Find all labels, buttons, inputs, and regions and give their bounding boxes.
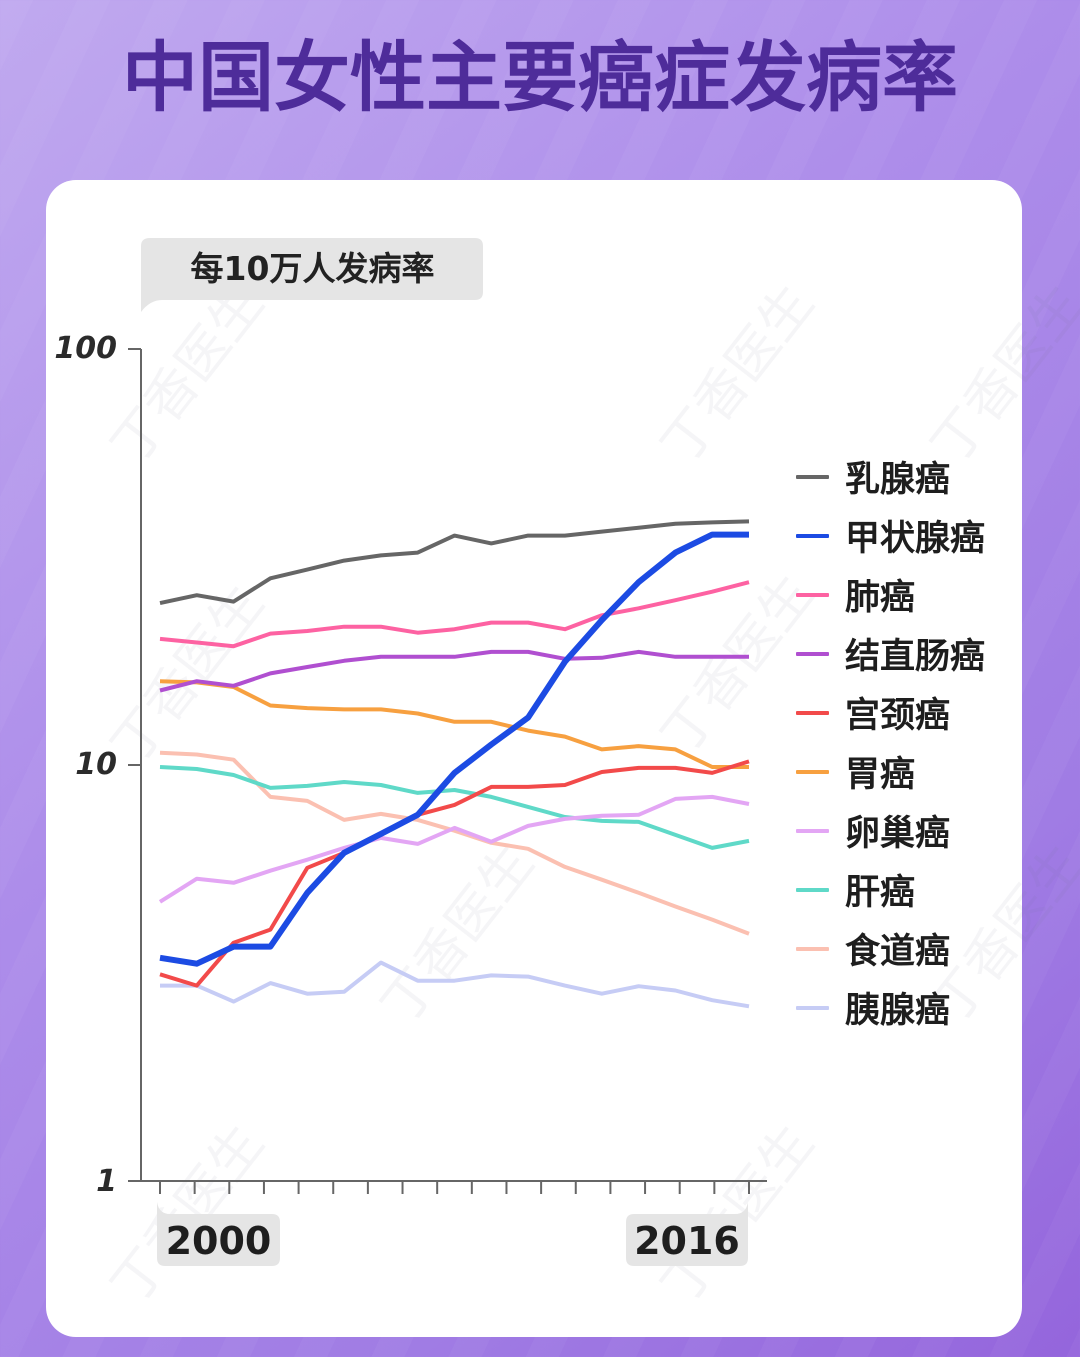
chart-legend: 乳腺癌 甲状腺癌 肺癌 结直肠癌 宫颈癌 胃癌 卵巢癌 肝癌 食道癌 胰腺癌 xyxy=(796,447,985,1037)
legend-label: 胰腺癌 xyxy=(845,991,951,1031)
legend-item-cervical: 宫颈癌 xyxy=(796,683,985,742)
legend-label: 结直肠癌 xyxy=(845,637,986,677)
legend-label: 宫颈癌 xyxy=(845,696,951,736)
series-line xyxy=(159,765,750,850)
y-axis-label: 每10万人发病率 xyxy=(190,249,435,288)
legend-swatch xyxy=(796,651,829,656)
legend-item-stomach: 胃癌 xyxy=(796,742,985,801)
legend-item-colorectal: 结直肠癌 xyxy=(796,624,985,683)
series-line xyxy=(159,531,749,967)
series-lines xyxy=(158,519,750,1009)
legend-label: 食道癌 xyxy=(845,932,951,972)
y-tick-label-100: 100 xyxy=(54,331,117,366)
legend-swatch xyxy=(796,946,829,951)
y-tick-label-1: 1 xyxy=(96,1164,117,1199)
series-line xyxy=(159,759,750,988)
x-end-label-bubble xyxy=(626,1202,748,1266)
legend-swatch xyxy=(796,887,829,892)
x-tick-label-start: 2000 xyxy=(165,1219,272,1263)
series-line xyxy=(159,649,749,693)
legend-swatch xyxy=(796,1005,829,1010)
legend-label: 乳腺癌 xyxy=(845,460,951,500)
x-start-label-bubble xyxy=(157,1202,280,1266)
series-line xyxy=(160,960,750,1009)
series-line xyxy=(159,519,750,606)
legend-swatch xyxy=(796,828,829,833)
legend-item-lung: 肺癌 xyxy=(796,565,985,624)
x-tick-label-end: 2016 xyxy=(634,1219,740,1263)
series-line xyxy=(159,580,750,649)
legend-label: 胃癌 xyxy=(845,755,916,795)
legend-item-breast: 乳腺癌 xyxy=(796,447,985,506)
legend-swatch xyxy=(796,533,829,538)
legend-swatch xyxy=(796,592,829,597)
legend-label: 肺癌 xyxy=(845,578,916,618)
legend-item-esophageal: 食道癌 xyxy=(796,919,985,978)
legend-item-ovarian: 卵巢癌 xyxy=(796,801,985,860)
chart-card xyxy=(46,180,1022,1337)
series-line xyxy=(159,679,749,769)
legend-label: 卵巢癌 xyxy=(845,814,951,854)
legend-item-thyroid: 甲状腺癌 xyxy=(796,506,985,565)
legend-item-liver: 肝癌 xyxy=(796,860,985,919)
x-axis-ticks xyxy=(159,1181,750,1194)
series-line xyxy=(158,794,750,904)
legend-item-pancreatic: 胰腺癌 xyxy=(796,978,985,1037)
y-axis-ticks xyxy=(128,348,141,1182)
legend-swatch xyxy=(796,769,829,774)
legend-swatch xyxy=(796,474,829,479)
legend-label: 肝癌 xyxy=(845,873,916,913)
legend-label: 甲状腺癌 xyxy=(845,519,986,559)
page-title: 中国女性主要癌症发病率 xyxy=(122,33,958,122)
y-tick-label-10: 10 xyxy=(75,747,117,782)
legend-swatch xyxy=(796,710,829,715)
y-axis-label-bubble xyxy=(141,238,483,312)
